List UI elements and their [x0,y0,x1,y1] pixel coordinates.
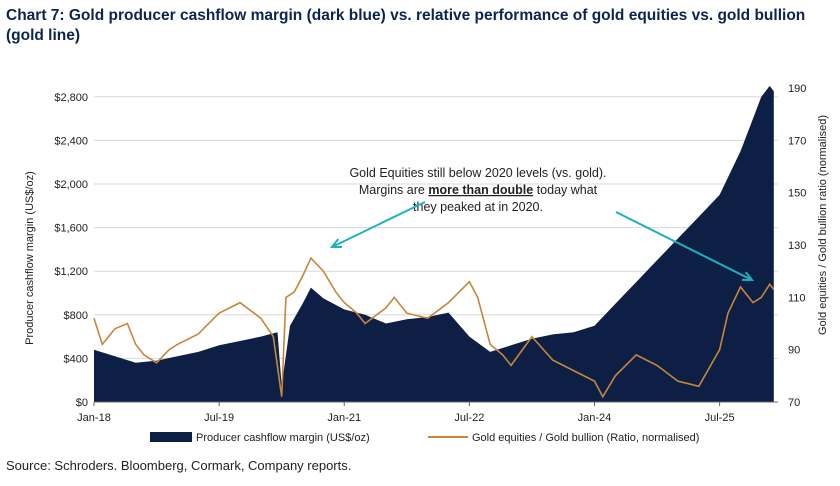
arrow-left [331,201,426,248]
arrow-right-head [741,271,755,282]
right-tick-label: 170 [788,135,806,147]
x-tick-label: Jul-25 [705,412,735,424]
right-tick-label: 150 [788,188,806,200]
gold-ratio-line [93,256,775,399]
legend-label-line: Gold equities / Gold bullion (Ratio, nor… [472,432,699,444]
arrow-left-head [329,238,343,249]
legend: Producer cashflow margin (US$/oz) Gold e… [150,432,699,444]
annotation-arrows [329,201,755,282]
left-axis-ticks: $0 $400 $800 $1,200 $1,600 $2,000 $2,400 $2,800 [54,92,88,409]
x-axis-ticks: Jan-18 Jul-19 Jan-21 Jul-22 Jan-24 Jul-25 [77,402,735,424]
arrow-right [615,211,753,281]
left-axis-label: Producer cashflow margin (US$/oz) [24,171,36,345]
annotation-line-2: Margins are more than double today what [359,183,598,197]
source-note: Source: Schroders. Bloomberg, Cormark, C… [6,458,352,473]
chart-title: Chart 7: Gold producer cashflow margin (… [6,7,806,44]
right-tick-label: 190 [788,83,806,95]
right-tick-label: 70 [788,397,800,409]
annotation: Gold Equities still below 2020 levels (v… [349,166,606,214]
x-tick-label: Jan-21 [327,412,361,424]
legend-area-swatch [150,432,192,442]
x-tick-label: Jan-24 [578,412,612,424]
x-tick-label: Jul-19 [204,412,234,424]
left-tick-label: $800 [64,310,88,322]
annotation-line-3: they peaked at in 2020. [413,200,543,214]
left-tick-label: $2,000 [54,179,88,191]
left-tick-label: $400 [64,353,88,365]
annotation-line-1: Gold Equities still below 2020 levels (v… [349,166,606,180]
left-tick-label: $2,400 [54,135,88,147]
right-tick-label: 90 [788,345,800,357]
x-tick-label: Jul-22 [454,412,484,424]
right-tick-label: 110 [788,292,806,304]
cashflow-margin-area [94,85,774,403]
right-axis-label: Gold equities / Gold bullion ratio (norm… [817,115,829,335]
left-tick-label: $1,200 [54,266,88,278]
right-tick-label: 130 [788,240,806,252]
left-tick-label: $2,800 [54,92,88,104]
left-tick-label: $0 [76,397,88,409]
right-axis-ticks: 70 90 110 130 150 170 190 [788,83,806,409]
legend-label-area: Producer cashflow margin (US$/oz) [196,432,370,444]
x-tick-label: Jan-18 [77,412,111,424]
left-tick-label: $1,600 [54,223,88,235]
